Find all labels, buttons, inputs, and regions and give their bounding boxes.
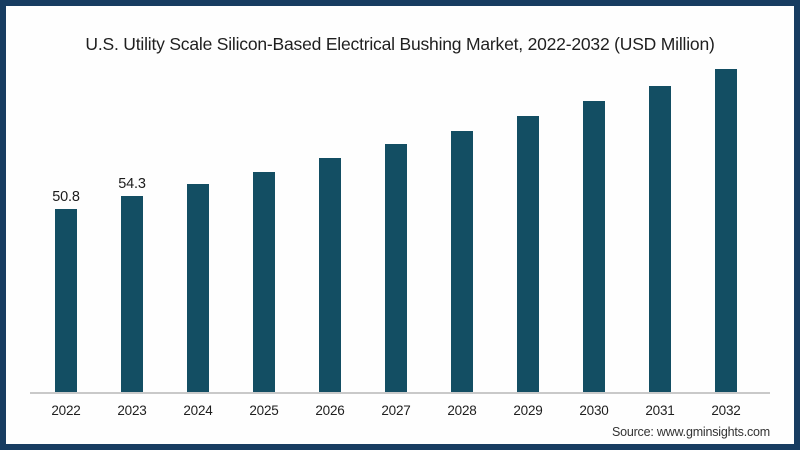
bar-group-2025: 2025 [231, 31, 297, 418]
x-axis-label-2023: 2023 [117, 403, 147, 418]
chart-title: U.S. Utility Scale Silicon-Based Electri… [85, 34, 715, 54]
x-axis-label-2026: 2026 [315, 403, 345, 418]
bar-2029 [517, 115, 539, 393]
bar-2026 [319, 157, 341, 393]
bar-group-2028: 2028 [429, 31, 495, 418]
x-axis-label-2024: 2024 [183, 403, 213, 418]
bar-group-2030: 2030 [561, 31, 627, 418]
x-axis-label-2032: 2032 [711, 403, 741, 418]
bar-2024 [187, 183, 209, 393]
bar-2028 [451, 130, 473, 393]
bar-group-2032: 2032 [693, 31, 759, 418]
x-axis-label-2030: 2030 [579, 403, 609, 418]
x-axis-label-2028: 2028 [447, 403, 477, 418]
x-axis-line [30, 392, 770, 394]
bar-group-2031: 2031 [627, 31, 693, 418]
plot-area: 50.8 2022 54.3 2023 2024 2025 2026 2027 2028 2029… [33, 31, 759, 418]
x-axis-label-2025: 2025 [249, 403, 279, 418]
x-axis-label-2031: 2031 [645, 403, 675, 418]
bar-2031 [649, 85, 671, 393]
bar-2023 [121, 196, 143, 393]
value-label-2023: 54.3 [118, 176, 146, 193]
bar-group-2029: 2029 [495, 31, 561, 418]
value-label-2022: 50.8 [52, 189, 80, 206]
x-axis-label-2029: 2029 [513, 403, 543, 418]
bar-group-2026: 2026 [297, 31, 363, 418]
x-axis-label-2027: 2027 [381, 403, 411, 418]
bar-2027 [385, 143, 407, 393]
bar-2025 [253, 171, 275, 393]
bar-2032 [715, 68, 737, 393]
bar-group-2027: 2027 [363, 31, 429, 418]
bar-2030 [583, 100, 605, 393]
bar-group-2023: 54.3 2023 [99, 31, 165, 418]
bar-2022 [55, 209, 77, 393]
source-credit: Source: www.gminsights.com [611, 425, 770, 439]
bar-group-2022: 50.8 2022 [33, 31, 99, 418]
bar-group-2024: 2024 [165, 31, 231, 418]
x-axis-label-2022: 2022 [51, 403, 81, 418]
